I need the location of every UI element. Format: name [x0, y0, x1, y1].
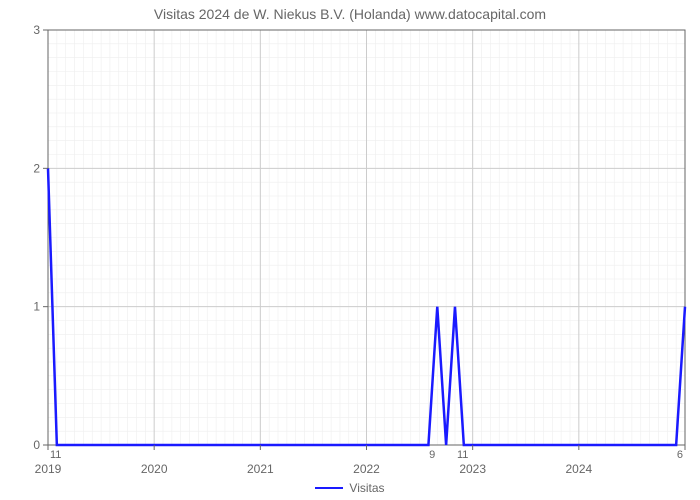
y-tick-label: 0 — [33, 438, 40, 452]
x-tick-label: 2021 — [247, 462, 274, 476]
legend-item-visitas: Visitas — [315, 481, 384, 495]
chart-title: Visitas 2024 de W. Niekus B.V. (Holanda)… — [0, 6, 700, 22]
legend-label: Visitas — [349, 481, 384, 495]
y-tick-label: 2 — [33, 161, 40, 175]
point-label: 6 — [677, 449, 683, 461]
chart-svg: 0 1 2 3 2019 2020 2021 2022 2023 2024 11 9 11 6 — [0, 0, 700, 500]
legend-swatch — [315, 487, 343, 489]
x-tick-label: 2020 — [141, 462, 168, 476]
point-label: 11 — [50, 449, 61, 461]
x-tick-label: 2019 — [35, 462, 62, 476]
x-tick-label: 2023 — [459, 462, 486, 476]
point-label: 11 — [457, 449, 468, 461]
y-tick-label: 1 — [33, 300, 40, 314]
y-tick-label: 3 — [33, 23, 40, 37]
chart-container: Visitas 2024 de W. Niekus B.V. (Holanda)… — [0, 0, 700, 500]
x-tick-label: 2024 — [565, 462, 592, 476]
point-label: 9 — [429, 449, 435, 461]
x-tick-label: 2022 — [353, 462, 380, 476]
legend: Visitas — [0, 478, 700, 495]
